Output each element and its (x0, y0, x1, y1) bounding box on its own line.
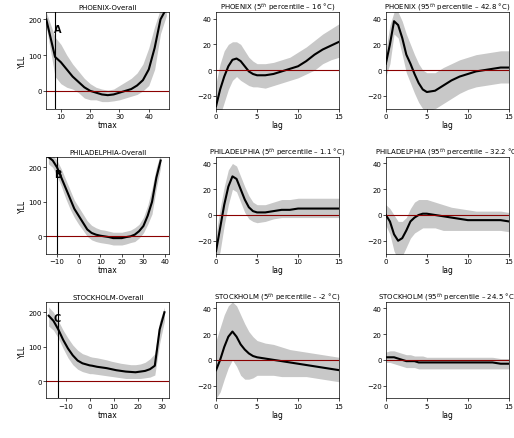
X-axis label: lag: lag (442, 265, 453, 275)
Title: STOCKHOLM-Overall: STOCKHOLM-Overall (72, 294, 143, 300)
Title: PHILADELPHIA-Overall: PHILADELPHIA-Overall (69, 150, 146, 156)
X-axis label: lag: lag (442, 121, 453, 130)
Title: PHILADELPHIA (95$^{th}$ percentile – 32.2 °C): PHILADELPHIA (95$^{th}$ percentile – 32.… (375, 146, 514, 158)
Title: STOCKHOLM (95$^{th}$ percentile – 24.5 °C): STOCKHOLM (95$^{th}$ percentile – 24.5 °… (378, 290, 514, 302)
Y-axis label: YLL: YLL (18, 344, 27, 357)
X-axis label: tmax: tmax (98, 265, 118, 275)
X-axis label: lag: lag (271, 265, 284, 275)
Text: C: C (53, 314, 61, 324)
Title: STOCKHOLM (5$^{th}$ percentile – -2 °C): STOCKHOLM (5$^{th}$ percentile – -2 °C) (214, 290, 341, 302)
Y-axis label: YLL: YLL (18, 199, 27, 212)
Title: PHOENIX-Overall: PHOENIX-Overall (79, 5, 137, 11)
Text: A: A (53, 25, 61, 35)
Title: PHOENIX (5$^{th}$ percentile – 16 °C): PHOENIX (5$^{th}$ percentile – 16 °C) (220, 1, 335, 13)
Title: PHILADELPHIA (5$^{th}$ percentile – 1.1 °C): PHILADELPHIA (5$^{th}$ percentile – 1.1 … (209, 146, 346, 158)
Text: B: B (53, 169, 61, 179)
Title: PHOENIX (95$^{th}$ percentile – 42.8 °C): PHOENIX (95$^{th}$ percentile – 42.8 °C) (384, 1, 510, 13)
X-axis label: tmax: tmax (98, 121, 118, 130)
X-axis label: lag: lag (271, 410, 284, 419)
Y-axis label: YLL: YLL (18, 55, 27, 68)
X-axis label: lag: lag (271, 121, 284, 130)
X-axis label: tmax: tmax (98, 410, 118, 419)
X-axis label: lag: lag (442, 410, 453, 419)
